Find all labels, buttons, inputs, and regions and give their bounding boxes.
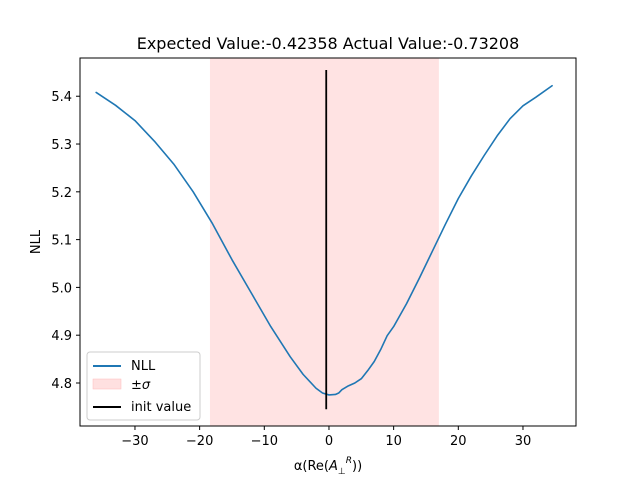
legend: NLL ±σ init value [86, 351, 201, 421]
nll-line [95, 84, 553, 396]
legend-init-label: init value [131, 400, 191, 415]
sigma-band [209, 58, 439, 426]
x-tick-label: −20 [186, 434, 213, 449]
nll-line-layer [95, 84, 553, 396]
y-tick-label: 5.2 [51, 186, 72, 201]
legend-sigma-swatch [92, 378, 122, 390]
x-axis-ticks: −30 −20 −10 0 10 20 30 [121, 426, 531, 449]
legend-box [86, 351, 201, 421]
legend-sigma-label: ±σ [131, 378, 151, 393]
x-tick-label: 20 [450, 434, 467, 449]
y-tick-label: 5.3 [51, 138, 72, 153]
x-tick-label: 0 [325, 434, 333, 449]
y-tick-label: 4.9 [51, 329, 72, 344]
x-tick-label: 30 [515, 434, 532, 449]
y-tick-label: 4.8 [51, 377, 72, 392]
y-tick-label: 5.4 [51, 90, 72, 105]
y-axis-ticks: 4.8 4.9 5.0 5.1 5.2 5.3 5.4 [51, 90, 80, 392]
x-tick-label: −10 [251, 434, 278, 449]
plot-frame [79, 57, 577, 427]
chart-title: Expected Value:-0.42358 Actual Value:-0.… [137, 34, 520, 53]
y-tick-label: 5.0 [51, 281, 72, 296]
y-axis-label: NLL [29, 229, 44, 254]
sigma-band-layer [209, 58, 439, 426]
x-tick-label: −30 [121, 434, 148, 449]
x-axis-label: α(Re(A⊥R)) [294, 456, 362, 477]
y-tick-label: 5.1 [51, 234, 72, 249]
x-tick-label: 10 [385, 434, 402, 449]
legend-nll-label: NLL [131, 359, 156, 374]
